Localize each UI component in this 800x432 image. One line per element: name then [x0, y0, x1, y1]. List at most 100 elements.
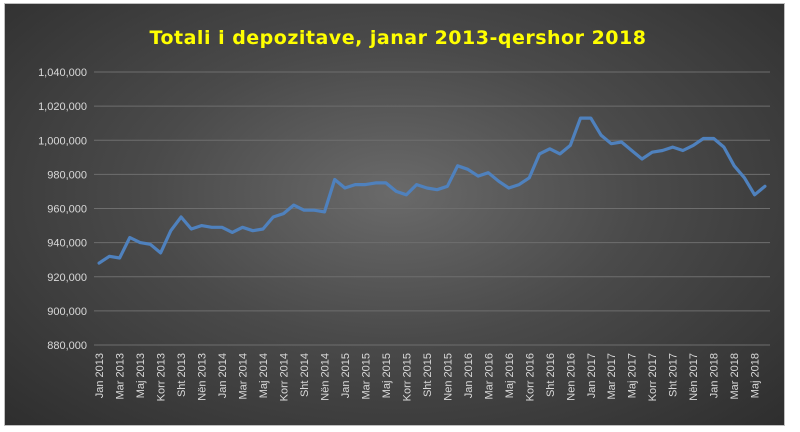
data-point — [579, 116, 583, 120]
data-point — [220, 225, 224, 229]
data-point — [476, 174, 480, 178]
x-tick-label: Mar 2016 — [483, 353, 495, 399]
x-tick-label: Jan 2018 — [709, 353, 721, 398]
data-point — [742, 176, 746, 180]
x-tick-label: Nën 2013 — [197, 353, 209, 401]
y-tick-label: 1,020,000 — [38, 101, 87, 113]
data-point — [712, 137, 716, 141]
data-point — [343, 186, 347, 190]
data-point — [619, 140, 623, 144]
chart-title: Totali i depozitave, janar 2013-qershor … — [150, 27, 647, 49]
data-point — [169, 229, 173, 233]
x-tick-label: Mar 2015 — [360, 353, 372, 399]
x-tick-label: Korr 2013 — [156, 353, 168, 401]
data-point — [527, 176, 531, 180]
x-tick-label: Maj 2016 — [504, 353, 516, 398]
data-point — [671, 145, 675, 149]
y-tick-label: 960,000 — [47, 204, 87, 216]
data-point — [415, 183, 419, 187]
data-point — [148, 242, 152, 246]
x-tick-label: Jan 2013 — [94, 353, 106, 398]
data-point — [374, 181, 378, 185]
data-point — [486, 171, 490, 175]
x-tick-label: Jan 2017 — [586, 353, 598, 398]
x-tick-label: Korr 2017 — [647, 353, 659, 401]
data-point — [261, 227, 265, 231]
data-point — [456, 164, 460, 168]
data-point — [353, 183, 357, 187]
data-point — [732, 164, 736, 168]
x-tick-label: Maj 2015 — [381, 353, 393, 398]
data-point — [445, 184, 449, 188]
x-tick-label: Maj 2017 — [627, 353, 639, 398]
data-point — [435, 188, 439, 192]
data-point — [701, 137, 705, 141]
x-tick-label: Korr 2015 — [401, 353, 413, 401]
data-point — [333, 177, 337, 181]
data-point — [722, 145, 726, 149]
x-tick-label: Nën 2014 — [319, 353, 331, 401]
data-point — [538, 152, 542, 156]
data-point — [159, 251, 163, 255]
data-point — [763, 184, 767, 188]
data-point — [189, 227, 193, 231]
line-chart: Totali i depozitave, janar 2013-qershor … — [38, 27, 770, 401]
x-tick-label: Sht 2016 — [545, 353, 557, 397]
data-point — [466, 167, 470, 171]
series-line — [97, 116, 767, 265]
x-tick-label: Mar 2013 — [115, 353, 127, 399]
x-tick-label: Jan 2014 — [217, 353, 229, 398]
data-point — [210, 225, 214, 229]
data-point — [404, 193, 408, 197]
x-tick-label: Maj 2014 — [258, 353, 270, 398]
data-point — [241, 225, 245, 229]
data-point — [517, 183, 521, 187]
data-point — [251, 229, 255, 233]
y-tick-label: 880,000 — [47, 340, 87, 352]
x-axis-ticks: Jan 2013 Mar 2013 Maj 2013 Korr 2013 Sht 201… — [94, 353, 762, 401]
x-tick-label: Jan 2015 — [340, 353, 352, 398]
data-point — [660, 148, 664, 152]
data-point — [425, 186, 429, 190]
data-point — [650, 150, 654, 154]
x-tick-label: Mar 2018 — [729, 353, 741, 399]
y-tick-label: 940,000 — [47, 238, 87, 250]
x-tick-label: Maj 2018 — [750, 353, 762, 398]
data-point — [230, 230, 234, 234]
data-point — [599, 133, 603, 137]
data-point — [640, 157, 644, 161]
x-tick-label: Korr 2014 — [278, 353, 290, 401]
x-tick-label: Jan 2016 — [463, 353, 475, 398]
data-point — [753, 193, 757, 197]
x-tick-label: Korr 2016 — [524, 353, 536, 401]
data-point — [681, 148, 685, 152]
data-point — [97, 261, 101, 265]
x-tick-label: Maj 2013 — [135, 353, 147, 398]
data-point — [363, 183, 367, 187]
y-tick-label: 900,000 — [47, 306, 87, 318]
x-tick-label: Sht 2015 — [422, 353, 434, 397]
x-tick-label: Mar 2017 — [606, 353, 618, 399]
series-layer — [97, 116, 767, 265]
x-tick-label: Nën 2017 — [688, 353, 700, 401]
data-point — [548, 147, 552, 151]
y-tick-label: 1,000,000 — [38, 135, 87, 147]
data-point — [609, 142, 613, 146]
data-point — [179, 215, 183, 219]
gridlines — [94, 71, 770, 346]
data-point — [497, 179, 501, 183]
x-tick-label: Mar 2014 — [238, 353, 250, 399]
y-tick-label: 1,040,000 — [38, 67, 87, 79]
data-point — [200, 224, 204, 228]
x-tick-label: Nen 2016 — [565, 353, 577, 401]
data-point — [281, 212, 285, 216]
data-point — [589, 116, 593, 120]
data-point — [558, 152, 562, 156]
data-point — [118, 256, 122, 260]
data-point — [630, 148, 634, 152]
y-axis-ticks: 880,000 900,000 920,000 940,000 960,000 980,0… — [38, 67, 87, 352]
data-point — [271, 215, 275, 219]
data-point — [384, 181, 388, 185]
data-point — [138, 241, 142, 245]
data-point — [292, 203, 296, 207]
